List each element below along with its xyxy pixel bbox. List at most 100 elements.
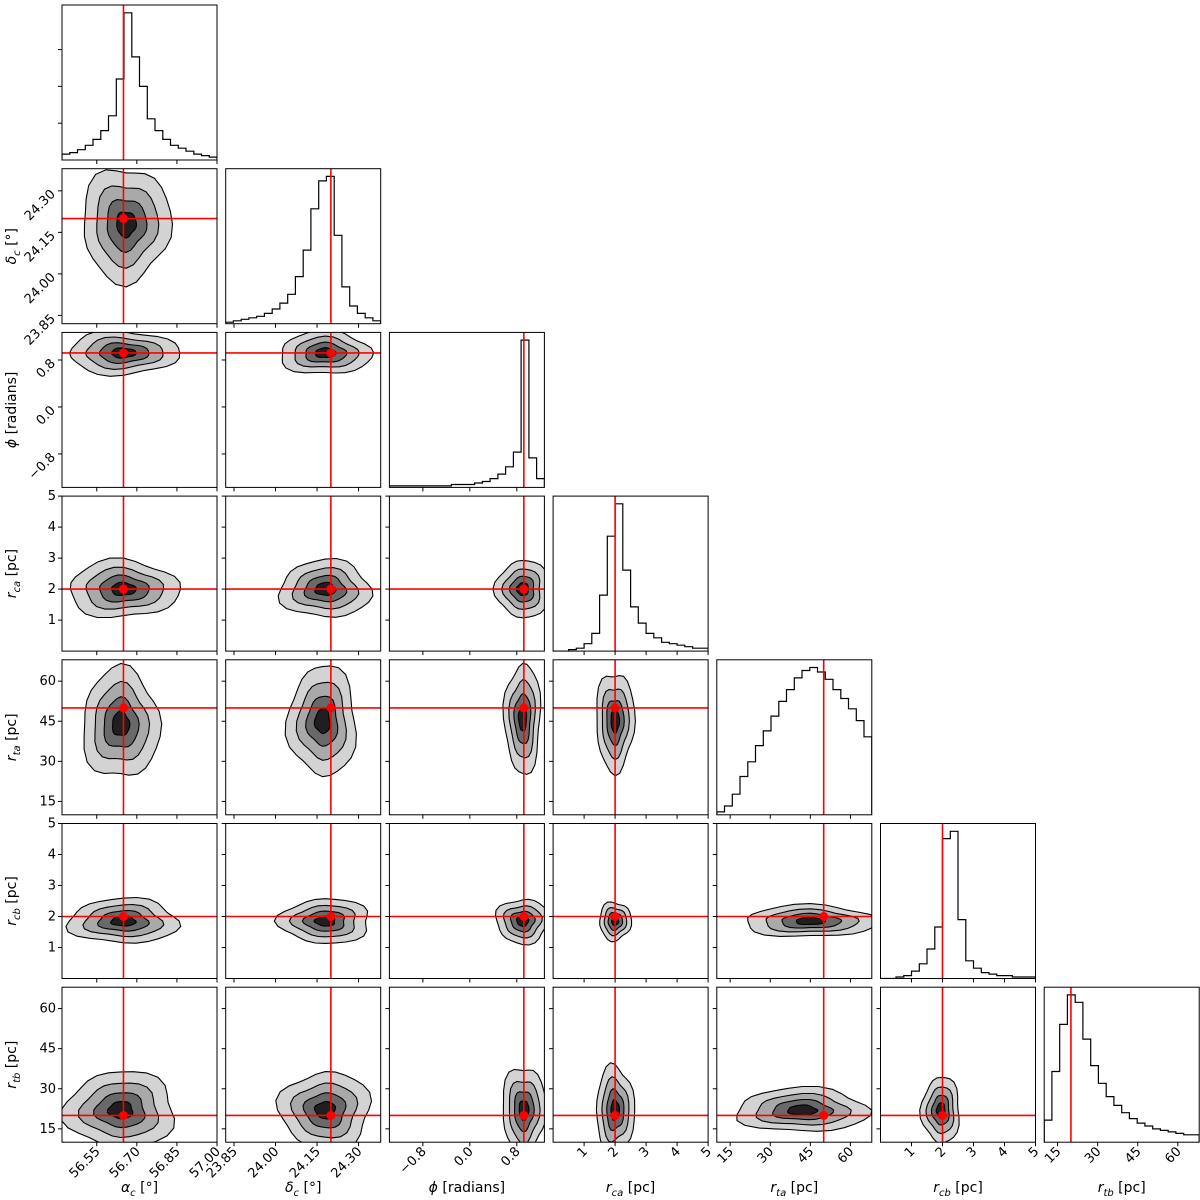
x-tick-label-alpha_c: 56.85	[147, 1144, 184, 1181]
contour-alpha_c-r_ta-3	[112, 709, 131, 736]
x-axis-label-r_ta: rta [pc]	[770, 1180, 818, 1199]
panel-alpha_c-phi: −0.8 0.0 0.8	[26, 331, 218, 492]
y-axis-label-r_cb: rcb [pc]	[4, 876, 23, 926]
y-tick-label-delta_c: 23.85	[22, 312, 59, 349]
x-tick-label-r_cb: 5	[1026, 1144, 1042, 1160]
y-tick-label-r_ta: 60	[39, 674, 56, 689]
panel-frame	[225, 823, 382, 979]
truth-point	[519, 584, 529, 594]
x-tick-label-phi: −0.8	[397, 1144, 430, 1177]
x-tick-label-r_tb: 60	[1162, 1144, 1184, 1166]
y-tick-label-r_ca: 4	[48, 520, 56, 535]
panel-frame	[61, 4, 218, 161]
x-tick-label-r_cb: 1	[902, 1144, 918, 1160]
y-axis-label-phi: ϕ [radians]	[4, 372, 20, 448]
y-tick-label-r_cb: 2	[48, 910, 56, 925]
panel-frame	[225, 659, 382, 816]
panel-r_tb-r_tb: 15 30 45 60	[1042, 986, 1200, 1167]
panel-r_ta-r_tb: 15 30 45 60	[712, 986, 873, 1167]
panel-phi-phi	[388, 331, 545, 492]
y-tick-label-r_ca: 1	[48, 613, 56, 628]
y-tick-label-r_ca: 5	[48, 489, 56, 504]
truth-point	[610, 1110, 620, 1120]
truth-point	[326, 703, 336, 713]
x-axis-label-r_ca: rca [pc]	[606, 1180, 655, 1199]
panel-r_cb-r_cb	[880, 823, 1036, 983]
panels: 23.8524.0024.1524.30−0.80.00.81234515304…	[22, 4, 1200, 1181]
panel-frame	[61, 495, 218, 652]
x-tick-label-delta_c: 24.00	[245, 1144, 282, 1181]
panel-frame	[552, 495, 709, 652]
panel-frame	[880, 823, 1036, 979]
panel-frame	[61, 986, 218, 1143]
panel-frame	[388, 823, 545, 979]
truth-point	[326, 1110, 336, 1120]
truth-point	[118, 1110, 128, 1120]
x-tick-label-r_ta: 60	[835, 1144, 857, 1166]
y-tick-label-r_tb: 30	[39, 1082, 56, 1097]
panel-delta_c-phi	[221, 331, 382, 492]
y-axis-label-r_tb: rtb [pc]	[4, 1041, 23, 1089]
y-tick-label-delta_c: 24.15	[22, 229, 59, 266]
panel-frame	[388, 986, 545, 1143]
contour-r_ta-r_cb-3	[795, 916, 827, 926]
x-tick-label-r_ta: 15	[715, 1144, 737, 1166]
truth-point	[118, 703, 128, 713]
truth-point	[118, 584, 128, 594]
x-tick-label-r_ca: 4	[667, 1144, 683, 1160]
panel-alpha_c-r_ca: 1 2 3 4 5	[48, 489, 218, 656]
x-tick-label-r_ca: 3	[636, 1144, 652, 1160]
panel-alpha_c-r_cb: 1 2 3 4 5	[48, 817, 218, 983]
y-tick-label-r_ta: 45	[39, 714, 56, 729]
truth-point	[519, 912, 529, 921]
panel-frame	[388, 495, 545, 652]
y-tick-label-phi: 0.0	[34, 403, 59, 428]
x-tick-label-delta_c: 24.30	[328, 1144, 365, 1181]
truth-point	[819, 912, 829, 921]
y-tick-label-r_cb: 3	[48, 879, 56, 894]
truth-point	[610, 912, 620, 921]
panel-alpha_c-r_ta: 15 30 45 60	[39, 659, 218, 819]
panel-r_ta-r_cb	[712, 823, 873, 983]
truth-point	[326, 348, 336, 358]
panel-frame	[61, 331, 218, 488]
histogram-r_ca	[553, 503, 709, 652]
panel-frame	[225, 986, 382, 1143]
panel-r_ta-r_ta	[716, 659, 873, 819]
x-tick-label-phi: 0.0	[451, 1144, 476, 1169]
x-tick-label-alpha_c: 56.55	[67, 1144, 104, 1181]
panel-alpha_c-alpha_c	[58, 4, 218, 164]
panel-frame	[716, 823, 873, 979]
x-tick-label-r_ta: 45	[795, 1144, 817, 1166]
truth-point	[938, 1110, 947, 1120]
y-tick-label-r_cb: 1	[48, 941, 56, 956]
panel-frame	[1043, 986, 1200, 1143]
y-tick-label-delta_c: 24.00	[22, 270, 59, 307]
x-tick-label-r_cb: 3	[964, 1144, 980, 1160]
panel-delta_c-r_ca	[221, 495, 382, 656]
x-tick-label-r_ca: 2	[605, 1144, 621, 1160]
panel-phi-r_ta	[385, 659, 545, 819]
histogram-phi	[389, 339, 545, 488]
panel-delta_c-r_ta	[221, 659, 382, 819]
y-axis-label-r_ta: rta [pc]	[4, 713, 23, 761]
y-tick-label-phi: 0.8	[34, 356, 59, 381]
panel-phi-r_cb	[385, 823, 545, 983]
panel-r_ca-r_ta	[549, 659, 709, 819]
panel-delta_c-r_cb	[221, 823, 382, 983]
x-axis-label-r_tb: rtb [pc]	[1098, 1180, 1146, 1199]
y-tick-label-r_tb: 45	[39, 1042, 56, 1057]
y-tick-label-phi: −0.8	[26, 450, 59, 483]
x-tick-label-r_ca: 1	[574, 1144, 590, 1160]
x-axis-label-alpha_c: αc [°]	[121, 1180, 158, 1199]
panel-frame	[61, 823, 218, 979]
panel-frame	[61, 168, 218, 325]
contour-delta_c-r_ta-3	[313, 708, 331, 735]
panel-frame	[225, 331, 382, 488]
histogram-alpha_c	[62, 12, 217, 160]
y-tick-label-r_ca: 2	[48, 582, 56, 597]
panel-frame	[716, 659, 873, 816]
contour-r_ta-r_tb-3	[787, 1104, 819, 1116]
